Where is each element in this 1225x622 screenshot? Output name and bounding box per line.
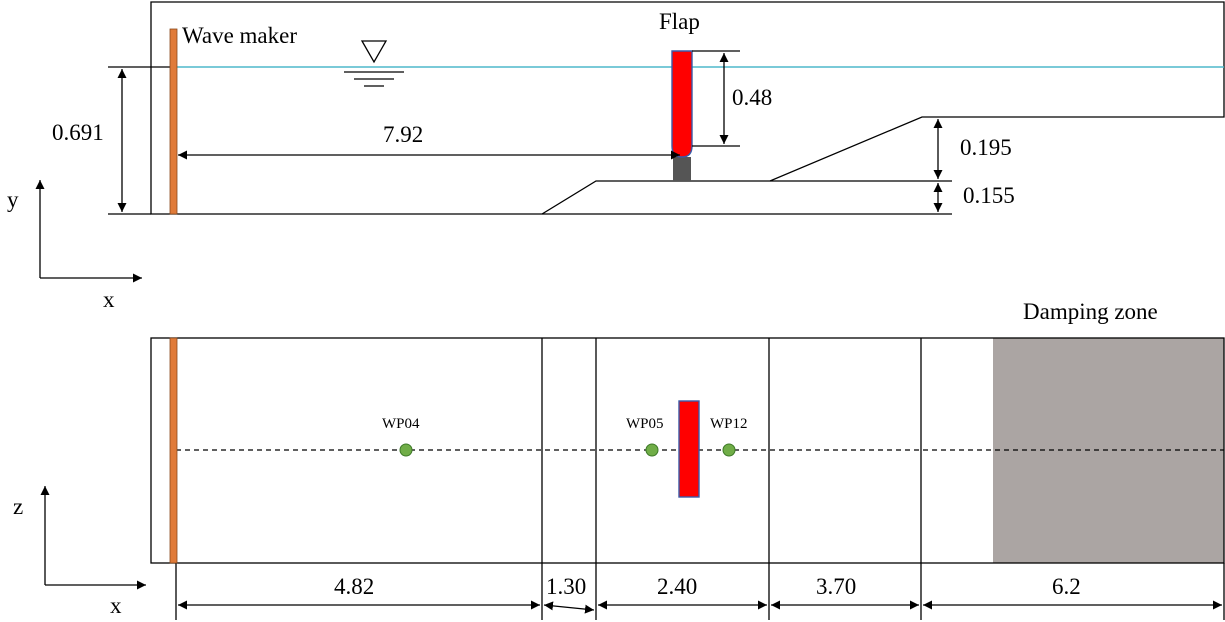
probe-wp05-marker [645, 443, 659, 457]
probe-wp04: WP04 [382, 416, 420, 457]
probe-wp04-label: WP04 [382, 416, 420, 432]
top-view: Damping zone WP04 WP05 WP12 [13, 299, 1225, 620]
top-flap [678, 400, 700, 498]
probe-wp04-marker [399, 443, 413, 457]
ramp-rise-value: 0.195 [960, 135, 1012, 160]
damping-zone [993, 338, 1224, 563]
flap-label: Flap [659, 9, 700, 34]
top-axis-x-label: x [110, 593, 122, 618]
free-surface-symbol [344, 40, 404, 87]
top-axis-z-label: z [13, 494, 23, 519]
flap-distance-value: 7.92 [383, 122, 423, 147]
wave-maker-paddle [169, 28, 178, 215]
flap-base [673, 157, 691, 181]
side-view: Wave maker Flap 0.691 7.92 0.48 0.195 0.… [7, 1, 1225, 312]
flap-body [671, 50, 693, 158]
probe-wp05-label: WP05 [626, 416, 664, 432]
damping-zone-label: Damping zone [1023, 299, 1158, 324]
step-height-value: 0.155 [963, 183, 1015, 208]
probe-wp05: WP05 [626, 416, 664, 457]
side-axis-y-label: y [7, 187, 19, 212]
side-axis-x-label: x [103, 287, 115, 312]
side-tank-outline [150, 1, 1225, 215]
segment-value-5: 6.2 [1052, 574, 1081, 599]
flap-height-value: 0.48 [732, 85, 772, 110]
side-axes: y x [7, 180, 142, 312]
top-axes: z x [13, 486, 146, 618]
segment-value-3: 2.40 [657, 574, 697, 599]
segment-value-2: 1.30 [546, 574, 586, 599]
top-wave-maker [169, 337, 178, 564]
depth-value: 0.691 [52, 120, 104, 145]
segment-dim-2 [543, 601, 595, 614]
segment-value-4: 3.70 [816, 574, 856, 599]
segment-value-1: 4.82 [334, 574, 374, 599]
probe-wp12: WP12 [710, 416, 748, 457]
probe-wp12-label: WP12 [710, 416, 748, 432]
wave-maker-label: Wave maker [182, 23, 297, 48]
probe-wp12-marker [722, 443, 736, 457]
